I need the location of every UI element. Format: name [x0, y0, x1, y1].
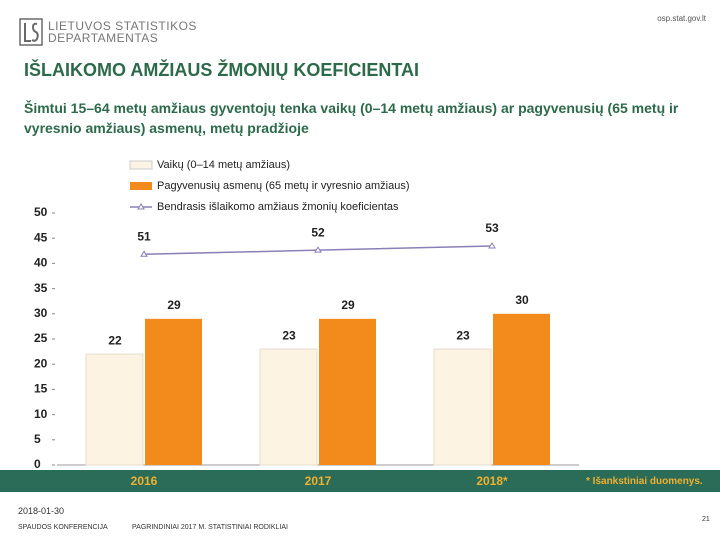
slide-title: IŠLAIKOMO AMŽIAUS ŽMONIŲ KOEFICIENTAI: [24, 60, 419, 80]
legend-label: Pagyvenusių asmenų (65 metų ir vyresnio …: [157, 180, 410, 192]
y-tick-label: 15: [34, 382, 48, 396]
logo-text: LIETUVOS STATISTIKOS DEPARTAMENTAS: [48, 20, 197, 44]
bar: [493, 313, 550, 465]
data-label: 51: [137, 229, 151, 243]
bar: [145, 318, 202, 465]
y-tick-label: 30: [34, 306, 48, 320]
y-tick-label: 25: [34, 331, 48, 345]
data-label: 22: [108, 333, 122, 347]
url: osp.stat.gov.lt: [657, 14, 706, 23]
legend-swatch: [129, 160, 153, 170]
footer-left: SPAUDOS KONFERENCIJA: [18, 524, 108, 531]
y-tick-label: 0: [34, 457, 41, 471]
data-label: 29: [341, 298, 355, 312]
data-label: 23: [456, 328, 470, 342]
logo-icon: [19, 18, 43, 46]
footer-center: PAGRINDINIAI 2017 M. STATISTINIAI RODIKL…: [132, 524, 288, 531]
bar: [433, 348, 492, 466]
y-tick-label: 5: [34, 432, 41, 446]
bar: [319, 318, 376, 465]
y-tick-label: 10: [34, 407, 48, 421]
y-tick-label: 20: [34, 356, 48, 370]
x-tick-label: 2018*: [476, 474, 508, 488]
y-tick-label: 50: [34, 205, 48, 219]
logo-line: LIETUVOS STATISTIKOS: [48, 19, 197, 33]
data-label: 53: [485, 221, 499, 235]
category-band: [0, 470, 720, 492]
subtitle: Šimtui 15–64 metų amžiaus gyventojų tenk…: [24, 100, 679, 136]
logo-glyph: [24, 22, 39, 42]
date: 2018-01-30: [18, 506, 65, 516]
y-tick-label: 40: [34, 256, 48, 270]
legend-marker: [137, 203, 145, 210]
y-tick-label: 45: [34, 230, 48, 244]
page-number: 21: [702, 516, 710, 523]
x-tick-label: 2017: [305, 474, 332, 488]
bar: [259, 348, 318, 466]
legend-label: Vaikų (0–14 metų amžiaus): [157, 159, 290, 171]
line-marker: [314, 246, 322, 253]
line-marker: [488, 242, 496, 249]
legend-swatch: [130, 182, 152, 190]
y-tick-label: 35: [34, 281, 48, 295]
data-label: 30: [515, 293, 529, 307]
data-label: 52: [311, 225, 325, 239]
legend-label: Bendrasis išlaikomo amžiaus žmonių koefi…: [157, 201, 399, 213]
data-label: 29: [167, 298, 181, 312]
data-label: 23: [282, 328, 296, 342]
logo-line: DEPARTAMENTAS: [48, 31, 159, 45]
bar: [85, 353, 144, 466]
x-tick-label: 2016: [131, 474, 158, 488]
note: * Išankstiniai duomenys.: [586, 476, 703, 487]
line-marker: [140, 250, 148, 257]
